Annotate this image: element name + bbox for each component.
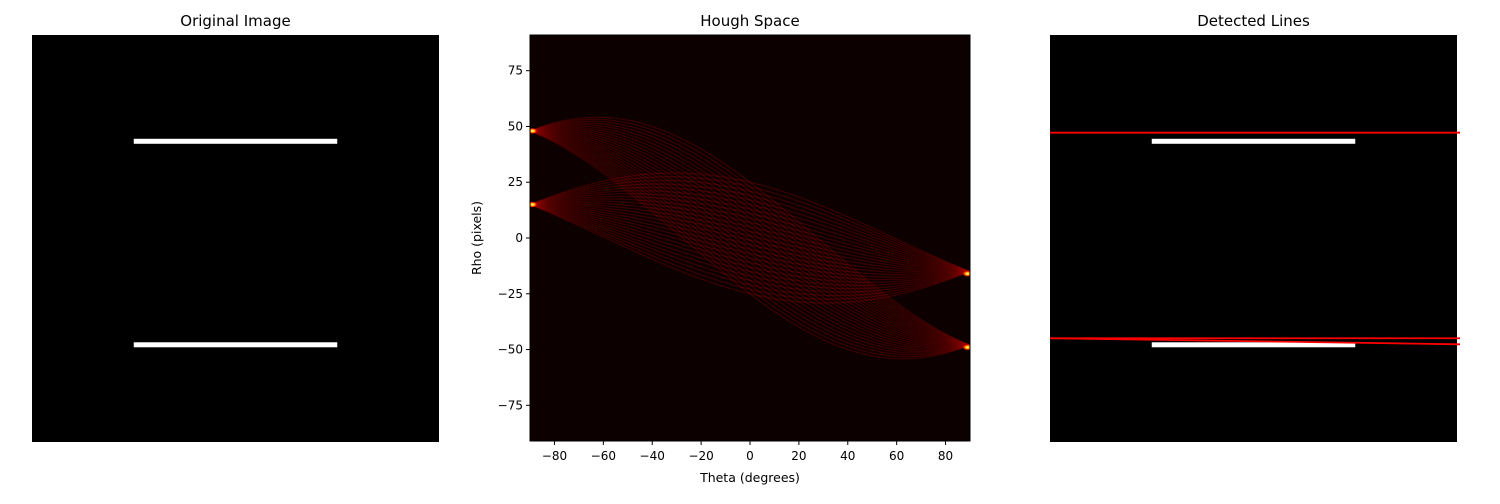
hough-x-axis-label: Theta (degrees) [699,470,800,485]
hough-band-0-curve-18 [530,127,970,346]
hough-band-1-curve-10 [530,203,970,274]
title-hough-space: Hough Space [700,12,799,30]
hough-peak-0 [530,127,538,134]
hough-band-0-curve-4 [530,130,970,353]
hough-ytick-label: 75 [508,64,523,78]
hough-band-1-curve-23 [530,179,970,273]
hough-band-0-curve-3 [530,130,970,354]
hough-peak-2 [962,270,970,277]
hough-band-1-curve-1 [530,203,970,300]
hough-xtick-label: −80 [542,449,567,463]
hough-band-1-curve-16 [530,200,970,273]
hough-band-1-curve-18 [530,195,970,273]
hough-ytick-label: 25 [508,175,523,189]
original-image-background [32,35,439,442]
hough-band-1-curve-3 [530,203,970,293]
hough-xtick-label: 40 [840,449,855,463]
hough-band-1-curve-15 [530,202,970,273]
hough-ytick-label: −75 [498,398,523,412]
hough-band-1-curve-4 [530,203,970,290]
hough-xtick-label: −20 [688,449,713,463]
hough-peak-1 [530,201,538,208]
hough-band-0-curve-17 [530,128,970,346]
detected-lines-background [1050,35,1457,442]
hough-band-0-curve-14 [530,130,970,346]
hough-band-0-curve-7 [530,130,970,349]
detected-white-segment-0 [1151,138,1356,144]
hough-band-1-curve-22 [530,183,970,273]
hough-ytick-label: −50 [498,343,523,357]
hough-peak-3 [962,344,970,351]
hough-band-0-curve-20 [530,125,970,346]
detected-red-line-2 [1049,337,1461,346]
hough-ytick-label: 0 [515,231,523,245]
hough-band-0-curve-16 [530,129,970,346]
hough-band-0-curve-0 [530,130,970,360]
hough-band-0-curve-13 [530,130,970,346]
hough-band-1-curve-17 [530,198,970,273]
title-detected-lines: Detected Lines [1197,12,1310,30]
hough-band-1-curve-13 [530,203,970,273]
hough-y-axis-label: Rho (pixels) [469,201,484,275]
hough-ytick-label: 50 [508,119,523,133]
hough-band-1-curve-8 [530,203,970,278]
hough-band-0-curve-22 [530,122,970,346]
hough-band-0-curve-10 [530,130,970,347]
hough-xtick-label: −60 [591,449,616,463]
hough-ytick-label: −25 [498,287,523,301]
hough-xtick-label: 20 [791,449,806,463]
hough-band-1-curve-21 [530,186,970,273]
hough-band-0-curve-19 [530,126,970,346]
hough-band-1-curve-12 [530,203,970,273]
hough-band-0-curve-25 [530,116,970,346]
hough-band-1-curve-20 [530,190,970,273]
hough-band-0-curve-9 [530,130,970,347]
hough-band-0-curve-8 [530,130,970,348]
hough-xtick-label: 60 [889,449,904,463]
hough-band-1-curve-14 [530,203,970,273]
hough-band-0-curve-12 [530,130,970,346]
hough-band-0-curve-5 [530,130,970,351]
hough-band-1-curve-9 [530,203,970,276]
hough-band-1-curve-6 [530,203,970,283]
original-white-segment-0 [133,138,338,144]
hough-xtick-label: 80 [938,449,953,463]
hough-band-0-curve-2 [530,130,970,356]
hough-band-0-curve-21 [530,123,970,346]
hough-xtick-label: 0 [746,449,754,463]
hough-xtick-label: −40 [640,449,665,463]
hough-band-1-curve-5 [530,203,970,286]
hough-heatmap-background [530,35,970,441]
hough-band-0-curve-23 [530,120,970,346]
hough-band-0-curve-11 [530,130,970,346]
hough-band-1-curve-11 [530,203,970,273]
hough-band-0-curve-6 [530,130,970,350]
hough-band-0-curve-15 [530,129,970,346]
hough-band-1-curve-2 [530,203,970,297]
panel-detected-lines: Detected Lines [1049,12,1461,442]
original-white-segment-1 [133,342,338,348]
hough-band-1-curve-25 [530,172,970,273]
panel-hough-space: Hough Space −80 −60 −40 −20 0 20 40 60 80 −75 −50… [469,12,971,485]
hough-band-1-curve-0 [530,203,970,304]
hough-band-1-curve-7 [530,203,970,281]
detected-white-segment-1 [1151,342,1356,348]
hough-band-1-curve-24 [530,176,970,273]
hough-band-1-curve-19 [530,193,970,273]
panel-original-image: Original Image [32,12,439,442]
hough-band-0-curve-1 [530,130,970,358]
title-original-image: Original Image [180,12,290,30]
hough-band-0-curve-24 [530,118,970,346]
